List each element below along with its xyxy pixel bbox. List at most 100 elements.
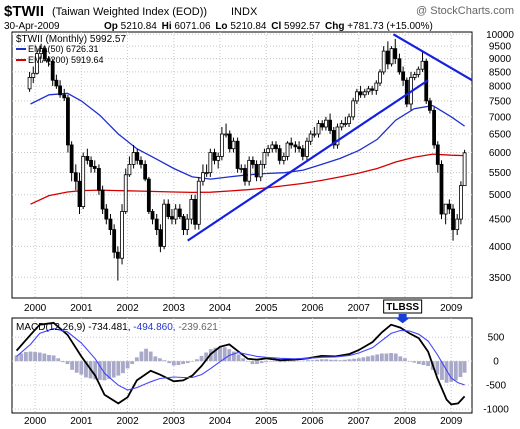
candle-body — [100, 189, 105, 210]
candle-body — [69, 144, 74, 174]
candle — [62, 88, 67, 101]
histogram-bar — [158, 358, 162, 362]
candle-body — [370, 88, 375, 91]
chart-watermark: @ StockCharts.com — [416, 5, 514, 17]
candle — [320, 120, 325, 131]
candle-body — [196, 180, 201, 225]
histogram-bar — [278, 361, 283, 363]
candle — [120, 204, 124, 265]
candle — [270, 141, 275, 153]
candle — [312, 126, 317, 138]
candle-body — [389, 48, 394, 65]
candle-body — [428, 100, 432, 111]
candle — [27, 71, 32, 92]
candle — [212, 148, 217, 165]
candle — [297, 141, 301, 153]
histogram-bar — [416, 361, 421, 365]
candle-body — [58, 85, 62, 96]
histogram-bar — [255, 361, 259, 365]
histogram-bar — [236, 354, 241, 362]
candle — [335, 123, 340, 149]
candle-body — [297, 146, 301, 150]
candle — [374, 80, 379, 95]
candle-body — [354, 91, 359, 102]
candle — [123, 168, 128, 215]
candle-body — [328, 119, 332, 131]
candle — [274, 141, 278, 153]
candle-body — [459, 185, 463, 220]
candle-body — [201, 172, 205, 182]
macd-y-tick-label: 500 — [488, 333, 505, 344]
histogram-bar — [60, 361, 65, 363]
candle-body — [316, 123, 321, 135]
histogram-bar — [342, 359, 347, 362]
candle — [393, 38, 398, 64]
candle-body — [281, 156, 286, 161]
candle — [73, 164, 78, 191]
histogram-bar — [370, 355, 375, 362]
ohlc-open-value: 5210.84 — [121, 21, 158, 32]
candle-body — [143, 163, 148, 180]
candle-body — [185, 218, 190, 231]
histogram-bar — [421, 361, 426, 366]
candle-body — [293, 144, 298, 148]
candle-body — [305, 140, 309, 157]
candle — [462, 149, 467, 187]
candle — [112, 224, 117, 259]
candle — [77, 172, 82, 215]
histogram-bar — [181, 361, 185, 365]
histogram-bar — [338, 360, 343, 362]
candle-body — [412, 74, 417, 78]
candle — [135, 148, 140, 165]
histogram-bar — [102, 361, 107, 381]
candle — [428, 97, 432, 114]
ohlc-close-label: Cl — [271, 21, 281, 32]
candle-body — [146, 178, 151, 212]
histogram-bar — [305, 360, 310, 362]
candle-body — [358, 91, 363, 96]
macd-x-tick-label: 2003 — [163, 416, 186, 427]
histogram-bar — [453, 361, 458, 381]
histogram-bar — [121, 361, 125, 374]
candle — [173, 204, 178, 225]
candle — [243, 164, 247, 186]
candle — [227, 130, 232, 153]
macd-lines — [15, 321, 466, 406]
candle-body — [54, 79, 59, 87]
y-tick-label: 5500 — [489, 168, 512, 179]
candle — [389, 46, 394, 67]
candle — [166, 199, 171, 220]
histogram-bar — [171, 361, 176, 366]
macd-x-tick-label: 2004 — [209, 416, 232, 427]
y-tick-label: 6500 — [489, 129, 512, 140]
candle — [404, 77, 409, 108]
candle — [277, 144, 282, 165]
x-axis: 2000 2000 2001 2001 2002 2002 2003 2003 2004 2004… — [24, 303, 463, 427]
histogram-bar — [273, 361, 278, 362]
candle-body — [435, 144, 440, 165]
candle-body — [170, 216, 174, 220]
histogram-bar — [426, 361, 430, 366]
histogram-bar — [33, 352, 38, 362]
macd-histogram — [14, 346, 467, 383]
candle-body — [285, 142, 290, 157]
candle — [58, 80, 62, 98]
candle-body — [404, 79, 409, 105]
candle — [331, 126, 336, 149]
candle-body — [420, 60, 425, 70]
candle — [139, 156, 143, 169]
histogram-bar — [232, 351, 236, 362]
candle-body — [462, 152, 467, 187]
histogram-bar — [185, 361, 190, 364]
candle — [451, 204, 455, 241]
x-tick-label: 2002 — [116, 303, 139, 314]
candle — [385, 41, 390, 70]
candle — [189, 194, 194, 225]
histogram-bar — [14, 355, 19, 362]
histogram-bar — [134, 357, 139, 362]
histogram-bar — [440, 361, 444, 380]
candle — [459, 181, 463, 225]
legend-ema200: EMA(200) 5919.64 — [28, 55, 104, 65]
histogram-bar — [379, 353, 384, 362]
candle — [235, 137, 240, 173]
